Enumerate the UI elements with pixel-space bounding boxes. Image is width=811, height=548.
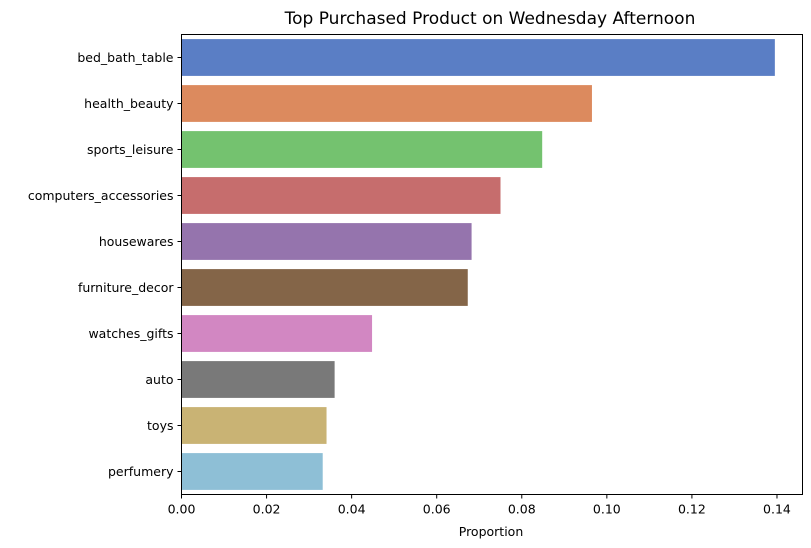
y-tick-label: toys xyxy=(147,418,173,433)
bar-perfumery xyxy=(181,453,323,490)
bar-sports_leisure xyxy=(181,131,543,168)
bar-furniture_decor xyxy=(181,269,468,306)
y-tick-label: bed_bath_table xyxy=(77,50,173,65)
plot-frame xyxy=(181,34,803,495)
bar-toys xyxy=(181,407,327,444)
x-axis-label: Proportion xyxy=(459,524,524,539)
bar-health_beauty xyxy=(181,85,592,122)
x-tick-label: 0.02 xyxy=(253,502,281,517)
x-tick-label: 0.04 xyxy=(338,502,366,517)
x-tick-label: 0.12 xyxy=(678,502,706,517)
x-tick-label: 0.00 xyxy=(168,502,196,517)
y-tick-label: perfumery xyxy=(108,464,174,479)
y-tick-label: health_beauty xyxy=(84,96,174,111)
y-tick-label: auto xyxy=(145,372,173,387)
y-tick-label: furniture_decor xyxy=(78,280,174,295)
y-tick-label: computers_accessories xyxy=(28,188,174,203)
bar-auto xyxy=(181,361,335,398)
bar-watches_gifts xyxy=(181,315,373,352)
y-axis-ticks: bed_bath_table health_beauty sports_leisur… xyxy=(28,50,182,479)
x-axis-ticks: 0.00 0.02 0.04 0.06 0.08 0.10 0.12 0.14 xyxy=(168,494,791,517)
y-tick-label: watches_gifts xyxy=(88,326,173,341)
x-tick-label: 0.10 xyxy=(593,502,621,517)
chart-title: Top Purchased Product on Wednesday After… xyxy=(284,9,696,29)
y-tick-label: housewares xyxy=(99,234,174,249)
bar-housewares xyxy=(181,223,472,260)
x-tick-label: 0.06 xyxy=(423,502,451,517)
bar-bed_bath_table xyxy=(181,39,775,76)
x-tick-label: 0.08 xyxy=(508,502,536,517)
bar-computers_accessories xyxy=(181,177,501,214)
x-tick-label: 0.14 xyxy=(763,502,791,517)
y-tick-label: sports_leisure xyxy=(87,142,174,157)
bars-group xyxy=(181,39,775,490)
